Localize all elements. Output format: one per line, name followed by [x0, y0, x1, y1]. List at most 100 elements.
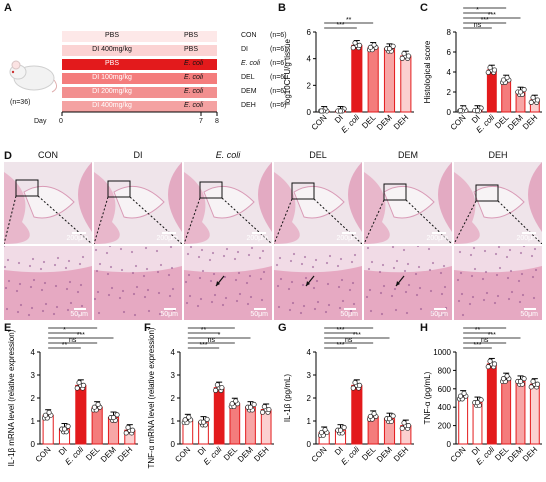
data-point — [367, 44, 374, 50]
data-point — [350, 45, 356, 51]
data-point — [491, 67, 498, 73]
x-tick-label: DEM — [375, 445, 394, 464]
day-tick-0: 0 — [59, 118, 63, 125]
y-tick-label: 2 — [307, 81, 312, 90]
design-row-4: DI 200mg/kg E. coli DEM (n=6) — [62, 87, 287, 98]
data-point — [500, 77, 507, 83]
panel-label-g: G — [278, 322, 287, 334]
panel-label-e: E — [4, 322, 12, 334]
pretreatment-label: DI 400mg/kg — [92, 46, 132, 53]
zoom-box — [107, 180, 131, 198]
pretreatment-label: DI 400mg/kg — [92, 102, 132, 109]
y-tick-label: 2 — [307, 394, 312, 403]
chart-b: 0 2 4 6 log10CFU/g tissue CON DIE. coliDELDEMD… — [283, 17, 414, 135]
significance-label: ** — [346, 17, 352, 24]
zoom-box — [15, 179, 39, 197]
bar — [351, 44, 363, 113]
bar — [351, 384, 363, 445]
scale-bar — [524, 308, 536, 310]
mouse-icon — [9, 60, 58, 93]
design-row-0: PBS PBS CON (n=6) — [62, 31, 287, 42]
histology-column-title: DEH — [488, 150, 508, 160]
data-point — [182, 417, 188, 423]
significance-label: *** — [336, 327, 344, 334]
group-n-label: (n=6) — [270, 60, 287, 67]
significance-label: *** — [77, 332, 85, 339]
data-point — [352, 380, 358, 386]
significance-label: ** — [475, 327, 481, 334]
data-point — [229, 401, 235, 407]
design-row-5: DI 400mg/kg E. coli DEH (n=6) — [62, 101, 287, 112]
bar — [486, 363, 497, 445]
y-tick-label: 4 — [31, 348, 36, 357]
data-point — [76, 380, 82, 386]
y-tick-label: 800 — [438, 366, 452, 375]
scale-bar — [74, 308, 86, 310]
data-point — [405, 53, 412, 59]
data-point — [74, 385, 80, 391]
design-row-1: DI 400mg/kg PBS DI (n=6) — [62, 45, 287, 56]
zoom-box — [383, 183, 407, 201]
x-tick-label: DEL — [360, 445, 378, 463]
y-axis-label: Histological score — [423, 40, 432, 103]
x-tick-label: DI — [57, 445, 69, 457]
bar — [245, 406, 256, 445]
significance-label: *** — [336, 22, 344, 29]
y-tick-label: 0 — [307, 108, 312, 117]
pretreatment-label: PBS — [104, 32, 119, 39]
data-point — [337, 108, 344, 114]
panel-label-f: F — [144, 322, 151, 334]
bar — [367, 46, 379, 113]
data-point — [61, 426, 68, 432]
group-n-label: (n=6) — [270, 32, 287, 39]
data-point — [530, 378, 536, 384]
significance-label: ns — [481, 337, 489, 344]
significance-label: *** — [481, 6, 489, 9]
panel-a-design: (n=36) PBS PBS CON (n=6) DI 400mg/kg PBS DI (n=… — [0, 0, 287, 150]
x-tick-label: DEH — [392, 445, 410, 463]
y-axis-label: IL-1β mRNA level (relative expression) — [7, 329, 16, 466]
x-tick-label: DI — [333, 113, 345, 125]
x-tick-label: E. coli — [202, 445, 224, 467]
y-tick-label: 1 — [31, 417, 36, 426]
day-tick-8: 8 — [215, 118, 219, 125]
group-label: DI — [241, 46, 248, 53]
data-point — [318, 108, 325, 114]
bar — [229, 403, 241, 445]
data-point — [114, 412, 120, 418]
data-point — [504, 373, 510, 379]
data-point — [371, 42, 377, 48]
data-point — [461, 390, 467, 396]
significance-label: ** — [62, 342, 68, 349]
design-row-bar — [62, 73, 217, 84]
panel-label-a: A — [4, 2, 12, 14]
bar — [91, 406, 103, 445]
histology-column-title: DI — [133, 150, 143, 160]
data-point — [521, 376, 527, 382]
data-point — [80, 382, 87, 388]
treatment-label: E. coli — [184, 74, 204, 81]
scale-label: 200μm — [516, 235, 538, 242]
data-point — [123, 430, 129, 436]
y-axis-label: TNF-α (pg/mL) — [423, 371, 432, 424]
bar — [75, 384, 87, 445]
scale-bar — [432, 232, 446, 234]
data-point — [214, 382, 220, 388]
histology-low-mag-image: 200μm — [94, 162, 182, 244]
y-tick-label: 200 — [438, 422, 452, 431]
data-point — [341, 424, 347, 430]
data-point — [367, 413, 374, 419]
significance-label: *** — [488, 12, 496, 19]
data-point — [485, 364, 491, 370]
panel-d-histology: CON 200μm 50μm DI 200μm 50μm E. coli 200μm 50μm D… — [0, 150, 546, 322]
y-tick-label: 8 — [447, 28, 452, 37]
chart-e: 0 1 2 3 4 IL-1β mRNA level (relative expressi… — [7, 326, 138, 467]
scale-bar — [254, 308, 266, 310]
y-tick-label: 4 — [447, 68, 452, 77]
y-tick-label: 2 — [447, 88, 452, 97]
data-point — [125, 424, 131, 430]
design-row-bar — [62, 87, 217, 98]
histology-high-mag-image: 50μm — [4, 246, 92, 320]
